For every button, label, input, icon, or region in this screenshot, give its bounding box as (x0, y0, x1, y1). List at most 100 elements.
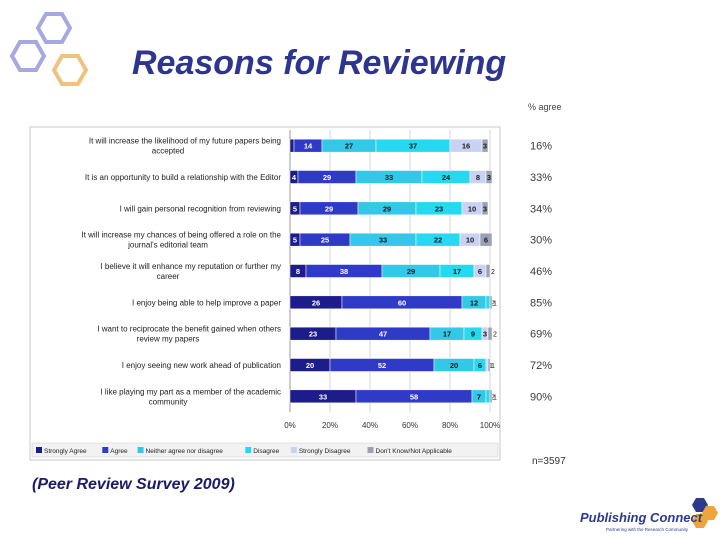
publishing-connect-logo: Publishing Connect Partnering with the R… (578, 496, 718, 540)
legend-swatch (290, 447, 297, 453)
x-tick-label: 60% (402, 421, 418, 430)
bar-segment (485, 389, 491, 404)
bar-segment (485, 358, 489, 372)
bar-value-label: 25 (321, 236, 329, 245)
category-label: community (149, 397, 188, 406)
bar-segment (479, 232, 493, 247)
x-tick-label: 80% (442, 421, 458, 430)
x-tick-label: 20% (322, 421, 338, 430)
bar-segment (481, 201, 489, 216)
bar-value-label: 33 (385, 173, 393, 182)
bar-value-label: 14 (304, 142, 313, 151)
bar-value-label: 24 (442, 173, 451, 182)
bar-value-label: 52 (378, 361, 386, 370)
bar-value-label: 10 (466, 236, 474, 245)
logo-tagline: Partnering with the Research Community (606, 527, 689, 532)
logo-hexagons (9, 12, 89, 86)
legend-swatch (102, 447, 109, 453)
agree-value: 72% (530, 360, 552, 372)
legend-frame (31, 442, 499, 458)
legend-label: Strongly Agree (44, 448, 87, 455)
bar-value-label: 29 (383, 204, 391, 213)
bar-value-label: 3 (483, 330, 487, 339)
category-label: career (157, 272, 180, 281)
hexagon-right (51, 54, 89, 86)
category-label: It will increase my chances of being off… (81, 231, 281, 240)
bar-value-label: 29 (325, 204, 333, 213)
legend-label: Disagree (253, 448, 279, 455)
bar-segment (485, 264, 491, 278)
bar-value-label: 60 (398, 298, 406, 307)
category-label: I like playing my part as a member of th… (100, 387, 281, 396)
legend-label: Agree (110, 448, 128, 455)
bar-value-label: 10 (468, 204, 476, 213)
bar-value-label: 3 (483, 142, 487, 151)
bar-value-label: 16 (462, 142, 470, 151)
bar-value-label: 2 (491, 394, 495, 401)
slide-title: Reasons for Reviewing (132, 44, 507, 82)
legend-swatch (137, 447, 144, 453)
x-axis-ticks: 0% 20% 40% 60% 80% 100% (284, 421, 500, 430)
bar-value-label: 1 (491, 363, 495, 370)
category-label: accepted (152, 147, 184, 156)
bar-value-label: 27 (345, 142, 353, 151)
bar-segment (481, 138, 489, 153)
agree-value: 69% (530, 329, 552, 341)
hexagon-top (35, 12, 73, 44)
bar-value-label: 38 (340, 267, 348, 276)
sample-size-note: n=3597 (532, 456, 566, 467)
x-tick-label: 0% (284, 421, 296, 430)
logo-mark-icon (692, 498, 718, 528)
category-label: It will increase the likelihood of my fu… (89, 137, 281, 146)
bar-value-label: 20 (450, 361, 458, 370)
bar-value-label: 47 (379, 330, 387, 339)
category-label: I enjoy being able to help improve a pap… (132, 298, 281, 307)
bar-segment (489, 295, 493, 310)
bar-value-label: 29 (323, 173, 331, 182)
bar-value-label: 33 (319, 392, 327, 401)
legend-swatch (367, 447, 374, 453)
source-note: (Peer Review Survey 2009) (32, 476, 235, 493)
agree-value: 90% (530, 391, 552, 403)
agree-value: 16% (530, 141, 552, 153)
category-label: journal's editorial team (127, 241, 208, 250)
bar-value-label: 22 (434, 236, 442, 245)
bar-segment (487, 358, 491, 372)
category-label: I will gain personal recognition from re… (120, 204, 281, 213)
legend-swatch (245, 447, 252, 453)
bar-value-label: 17 (453, 267, 461, 276)
category-label: I believe it will enhance my reputation … (100, 262, 281, 271)
legend-label: Don't Know/Not Applicable (376, 448, 453, 455)
bar-value-label: 2 (491, 300, 495, 307)
bar-value-label: 20 (306, 361, 314, 370)
bar-value-label: 4 (292, 173, 297, 182)
agree-column: % agree 16% 33% 34% 30% 46% 85% 69% 72% 90% n=3597 (528, 102, 566, 467)
legend: Strongly Agree Agree Neither agree nor dis… (31, 442, 499, 458)
bar-segment (489, 389, 493, 404)
bar-value-label: 5 (293, 236, 297, 245)
bar-value-label: 8 (296, 267, 300, 276)
legend-label: Neither agree nor disagree (146, 448, 224, 455)
legend-swatch (36, 447, 42, 453)
bar-value-label: 26 (312, 298, 320, 307)
agree-value: 85% (530, 297, 552, 309)
bar-value-label: 1 (493, 300, 497, 307)
bar-segment (485, 170, 493, 184)
category-label: It is an opportunity to build a relation… (85, 173, 281, 182)
agree-value: 46% (530, 266, 552, 278)
bar-segment (485, 295, 491, 310)
agree-header: % agree (528, 102, 562, 112)
category-label: review my papers (137, 335, 200, 344)
bars: 2142737163429332483529292310352533221068… (289, 138, 497, 404)
hexagon-left (9, 40, 47, 72)
bar-value-label: 23 (435, 204, 443, 213)
agree-value: 33% (530, 172, 552, 184)
bar-value-label: 8 (476, 173, 480, 182)
bar-value-label: 29 (407, 267, 415, 276)
bar-value-label: 9 (471, 330, 475, 339)
bar-value-label: 6 (478, 267, 482, 276)
bar-value-label: 1 (493, 394, 497, 401)
bar-value-label: 17 (443, 330, 451, 339)
logo-name: Publishing Connect (580, 510, 703, 525)
